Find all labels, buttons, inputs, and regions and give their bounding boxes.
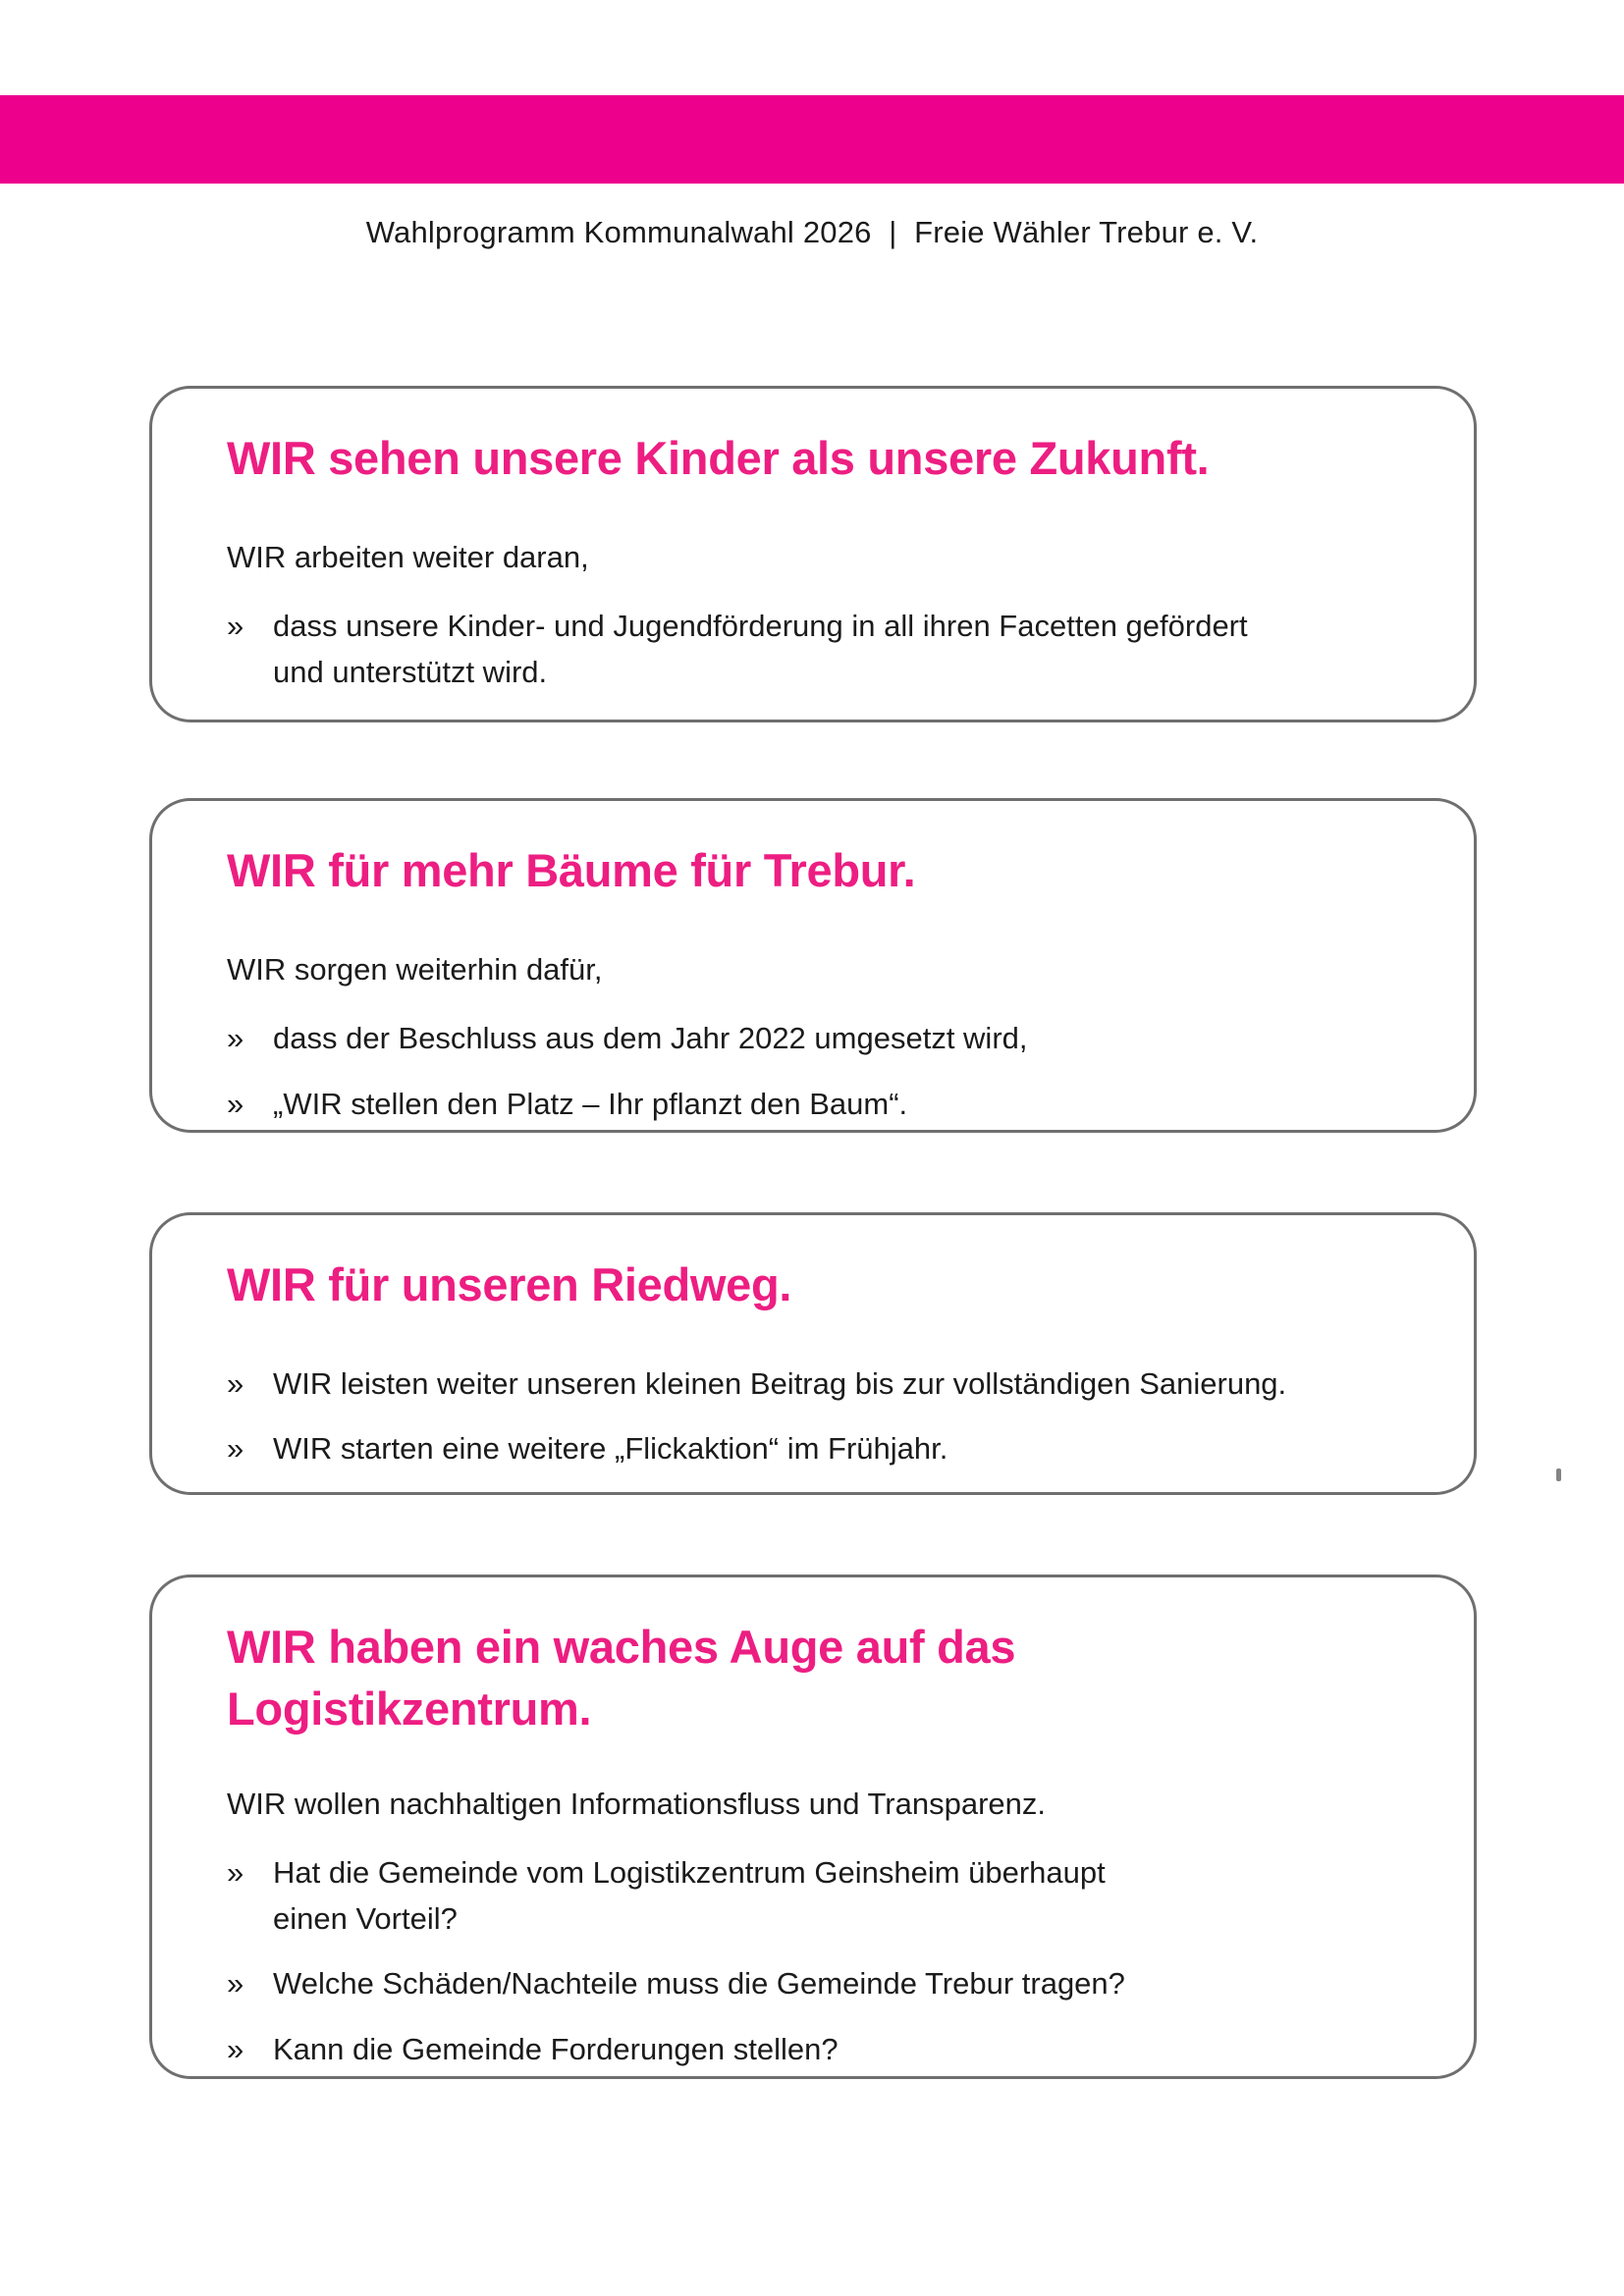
bullet-text: dass der Beschluss aus dem Jahr 2022 umg…	[273, 1021, 1028, 1056]
bullet-marker: »	[227, 1365, 244, 1401]
card-title: WIR haben ein waches Auge auf das Logist…	[227, 1621, 1016, 1735]
bullet-text: WIR leisten weiter unseren kleinen Beitr…	[273, 1365, 1287, 1401]
bullet-marker: »	[227, 1431, 244, 1467]
bullet-list: » dass unsere Kinder- und Jugendförderun…	[227, 604, 1450, 695]
stray-mark	[1556, 1468, 1561, 1481]
bullet-text: WIR starten eine weitere „Flickaktion“ i…	[273, 1431, 948, 1467]
bullet-text: „WIR stellen den Platz – Ihr pflanzt den…	[273, 1086, 908, 1121]
info-card-baeume: WIR für mehr Bäume für Trebur. WIR sorge…	[149, 798, 1477, 1133]
info-card-kinder: WIR sehen unsere Kinder als unsere Zukun…	[149, 386, 1477, 722]
bullet-marker: »	[227, 1966, 244, 2002]
card-intro: WIR wollen nachhaltigen Informationsflus…	[227, 1786, 1046, 1821]
bullet-list: » WIR leisten weiter unseren kleinen Bei…	[227, 1362, 1450, 1472]
info-card-riedweg: WIR für unseren Riedweg. » WIR leisten w…	[149, 1212, 1477, 1495]
bullet-text: dass unsere Kinder- und Jugendförderung …	[273, 609, 1248, 689]
bullet-item: » dass unsere Kinder- und Jugendförderun…	[227, 604, 1450, 695]
bullet-text: Kann die Gemeinde Forderungen stellen?	[273, 2031, 839, 2066]
bullet-text: Hat die Gemeinde vom Logistikzentrum Gei…	[273, 1855, 1106, 1936]
bullet-item: » WIR leisten weiter unseren kleinen Bei…	[227, 1362, 1450, 1408]
bullet-marker: »	[227, 1855, 244, 1891]
bullet-marker: »	[227, 1021, 244, 1056]
bullet-marker: »	[227, 1086, 244, 1121]
card-intro: WIR sorgen weiterhin dafür,	[227, 951, 603, 987]
bullet-marker: »	[227, 609, 244, 644]
bullet-list: » dass der Beschluss aus dem Jahr 2022 u…	[227, 1016, 1450, 1127]
bullet-item: » „WIR stellen den Platz – Ihr pflanzt d…	[227, 1082, 1450, 1128]
bullet-item: » dass der Beschluss aus dem Jahr 2022 u…	[227, 1016, 1450, 1062]
bullet-text: Welche Schäden/Nachteile muss die Gemein…	[273, 1966, 1125, 2002]
bullet-item: » Hat die Gemeinde vom Logistikzentrum G…	[227, 1850, 1450, 1942]
brand-color-bar	[0, 95, 1624, 184]
info-card-logistikzentrum: WIR haben ein waches Auge auf das Logist…	[149, 1575, 1477, 2079]
card-title: WIR sehen unsere Kinder als unsere Zukun…	[227, 432, 1210, 484]
bullet-list: » Hat die Gemeinde vom Logistikzentrum G…	[227, 1850, 1450, 2072]
bullet-item: » Kann die Gemeinde Forderungen stellen?	[227, 2027, 1450, 2073]
card-title: WIR für unseren Riedweg.	[227, 1258, 792, 1310]
card-intro: WIR arbeiten weiter daran,	[227, 539, 589, 574]
document-header: Wahlprogramm Kommunalwahl 2026 | Freie W…	[365, 215, 1259, 249]
bullet-marker: »	[227, 2031, 244, 2066]
bullet-item: » WIR starten eine weitere „Flickaktion“…	[227, 1426, 1450, 1472]
card-title: WIR für mehr Bäume für Trebur.	[227, 844, 916, 896]
bullet-item: » Welche Schäden/Nachteile muss die Geme…	[227, 1961, 1450, 2007]
